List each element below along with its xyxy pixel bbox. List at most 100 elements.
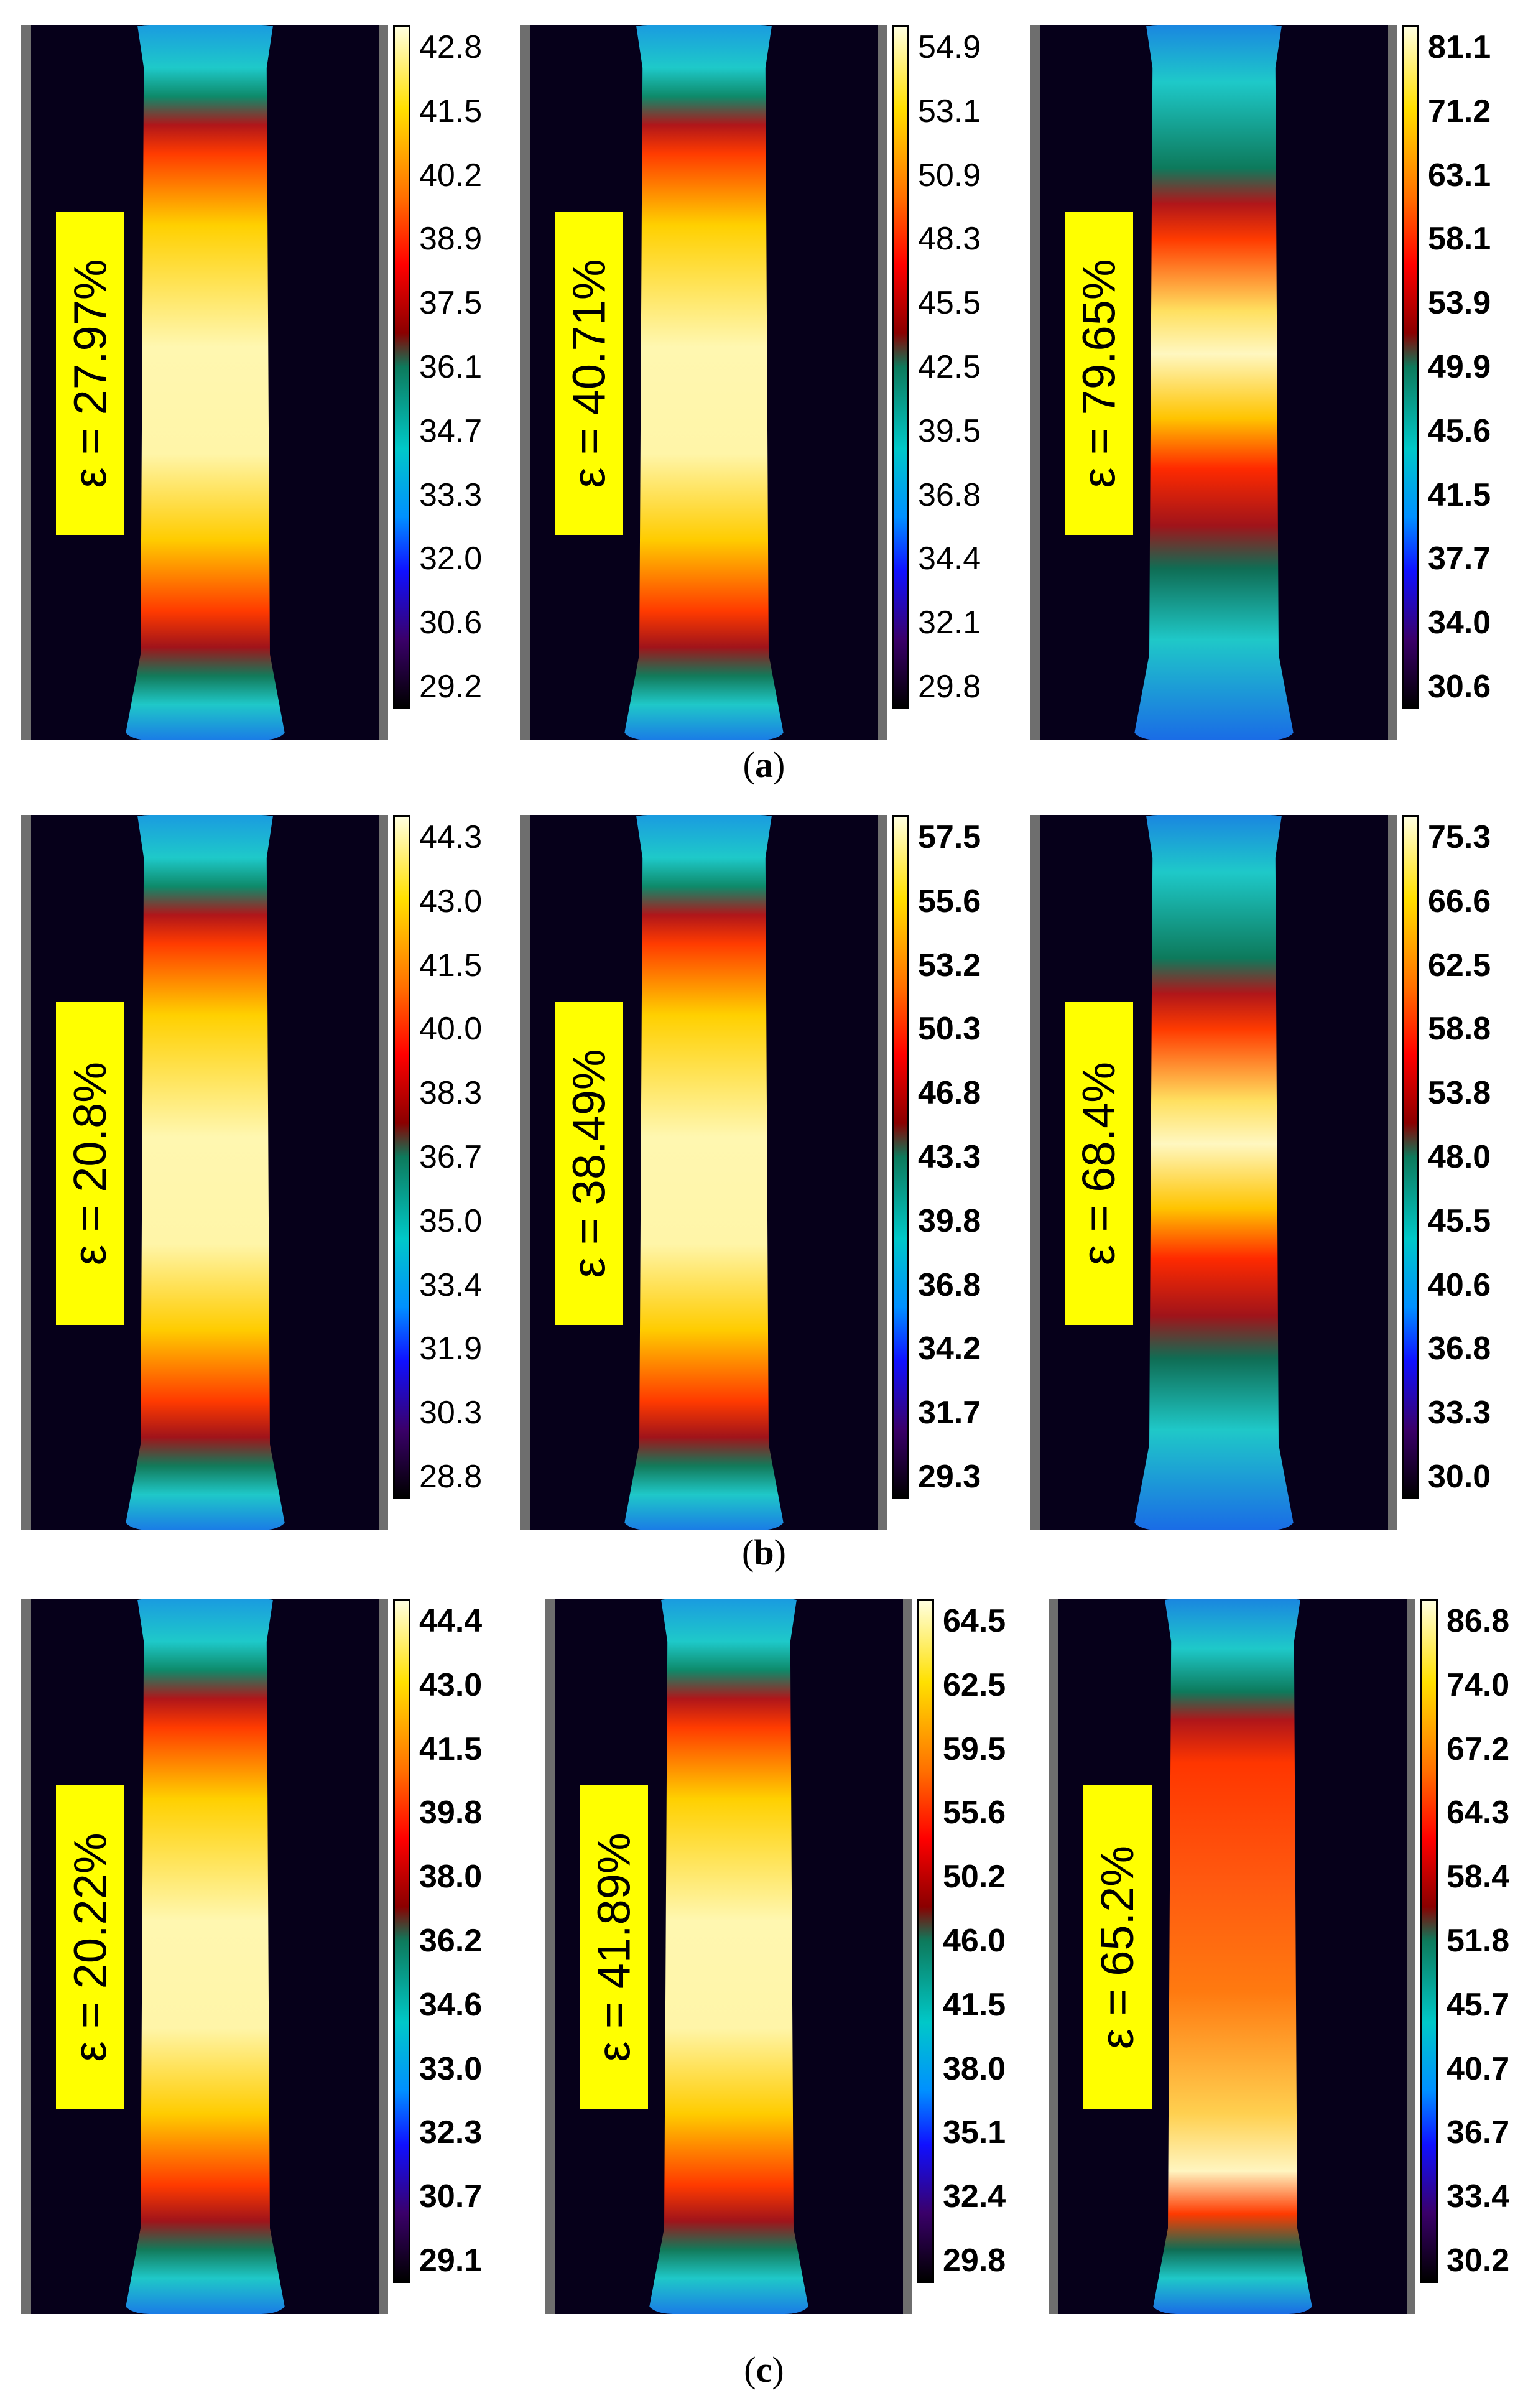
colorbar-tick-label: 46.8: [918, 1075, 981, 1112]
colorbar-tick-label: 38.0: [943, 2050, 1006, 2087]
panel-a3: ε = 79.65% 81.1 71.2 63.1 58.1 53.9 49.9 45.6 4…: [1030, 25, 1491, 740]
colorbar-tick-label: 44.4: [419, 1603, 483, 1639]
colorbar-tick-label: 29.3: [918, 1459, 981, 1495]
colorbar-tick-label: 71.2: [1428, 93, 1491, 129]
colorbar-tick-label: 34.6: [419, 1986, 483, 2023]
colorbar-tick-label: 50.2: [943, 1859, 1006, 1895]
colorbar-tick-label: 43.0: [419, 1667, 483, 1703]
row-b: ε = 20.8% 44.3 43.0 41.5 40.0 38.3 36.7 35.0 33…: [0, 815, 1528, 1561]
colorbar-tick-label: 30.0: [1428, 1459, 1491, 1495]
colorbar: [1402, 25, 1419, 709]
colorbar-ticks: 64.5 62.5 59.5 55.6 50.2 46.0 41.5 38.0 35.1 32.4…: [943, 1599, 1055, 2283]
colorbar-tick-label: 41.5: [419, 947, 483, 983]
colorbar-tick-label: 57.5: [918, 819, 981, 855]
panel-b1: ε = 20.8% 44.3 43.0 41.5 40.0 38.3 36.7 35.0 33…: [21, 815, 482, 1530]
colorbar-tick-label: 29.2: [419, 669, 483, 705]
specimen-heatmap: [124, 815, 286, 1530]
colorbar-ticks: 75.3 66.6 62.5 58.8 53.8 48.0 45.5 40.6 36.8 33.3…: [1428, 815, 1528, 1499]
colorbar-tick-label: 41.5: [1428, 476, 1491, 513]
thermal-image: ε = 40.71%: [520, 25, 887, 740]
colorbar-tick-label: 59.5: [943, 1731, 1006, 1767]
panel-a2: ε = 40.71% 54.9 53.1 50.9 48.3 45.5 42.5 39.5 3…: [520, 25, 981, 740]
colorbar-tick-label: 36.7: [1447, 2114, 1510, 2151]
colorbar-ticks: 81.1 71.2 63.1 58.1 53.9 49.9 45.6 41.5 37.7 34.0…: [1428, 25, 1528, 709]
strain-label: ε = 68.4%: [1065, 1002, 1133, 1325]
strain-label: ε = 40.71%: [555, 212, 623, 535]
colorbar-tick-label: 33.3: [419, 476, 483, 513]
colorbar-tick-label: 30.3: [419, 1395, 483, 1431]
specimen-heatmap: [1133, 25, 1295, 740]
colorbar-tick-label: 29.1: [419, 2243, 483, 2279]
strain-label: ε = 20.8%: [56, 1002, 124, 1325]
colorbar-tick-label: 53.2: [918, 947, 981, 983]
colorbar-tick-label: 34.0: [1428, 605, 1491, 641]
colorbar-tick-label: 30.2: [1447, 2243, 1510, 2279]
strain-label: ε = 20.22%: [56, 1785, 124, 2109]
colorbar-tick-label: 36.1: [419, 349, 483, 385]
colorbar-tick-label: 48.3: [918, 221, 981, 258]
colorbar-tick-label: 31.7: [918, 1395, 981, 1431]
panel-b2: ε = 38.49% 57.5 55.6 53.2 50.3 46.8 43.3 39.8 3…: [520, 815, 981, 1530]
colorbar-tick-label: 28.8: [419, 1459, 483, 1495]
colorbar-tick-label: 43.3: [918, 1139, 981, 1175]
colorbar-tick-label: 58.4: [1447, 1859, 1510, 1895]
specimen-heatmap: [623, 815, 785, 1530]
colorbar-tick-label: 64.3: [1447, 1795, 1510, 1831]
thermal-image: ε = 68.4%: [1030, 815, 1397, 1530]
thermal-image: ε = 38.49%: [520, 815, 887, 1530]
colorbar-tick-label: 36.8: [918, 476, 981, 513]
colorbar-tick-label: 55.6: [918, 883, 981, 919]
colorbar: [1420, 1599, 1438, 2283]
colorbar-tick-label: 32.4: [943, 2178, 1006, 2215]
colorbar-tick-label: 40.0: [419, 1011, 483, 1048]
colorbar-tick-label: 34.4: [918, 541, 981, 577]
caption-a: (a): [743, 745, 785, 785]
colorbar-tick-label: 34.7: [419, 412, 483, 449]
colorbar-tick-label: 45.5: [1428, 1202, 1491, 1239]
colorbar-ticks: 86.8 74.0 67.2 64.3 58.4 51.8 45.7 40.7 36.7 33.4…: [1447, 1599, 1528, 2283]
colorbar-ticks: 44.3 43.0 41.5 40.0 38.3 36.7 35.0 33.4 31.9 30.3…: [419, 815, 531, 1499]
colorbar-tick-label: 64.5: [943, 1603, 1006, 1639]
colorbar-tick-label: 45.5: [918, 285, 981, 322]
colorbar: [393, 25, 410, 709]
colorbar: [892, 815, 909, 1499]
colorbar-tick-label: 38.9: [419, 221, 483, 258]
colorbar-tick-label: 29.8: [943, 2243, 1006, 2279]
colorbar-tick-label: 63.1: [1428, 157, 1491, 193]
colorbar-tick-label: 36.2: [419, 1923, 483, 1959]
panel-a1: ε = 27.97% 42.8 41.5 40.2 38.9 37.5 36.1 34.7 3…: [21, 25, 482, 740]
thermal-image: ε = 20.22%: [21, 1599, 388, 2314]
colorbar-tick-label: 39.8: [918, 1202, 981, 1239]
colorbar-tick-label: 38.0: [419, 1859, 483, 1895]
colorbar-tick-label: 31.9: [419, 1331, 483, 1367]
colorbar: [892, 25, 909, 709]
specimen-heatmap: [124, 1599, 286, 2314]
colorbar-tick-label: 67.2: [1447, 1731, 1510, 1767]
colorbar-tick-label: 55.6: [943, 1795, 1006, 1831]
colorbar-tick-label: 41.5: [943, 1986, 1006, 2023]
colorbar-tick-label: 62.5: [1428, 947, 1491, 983]
colorbar-tick-label: 32.0: [419, 541, 483, 577]
colorbar-tick-label: 75.3: [1428, 819, 1491, 855]
strain-label: ε = 41.89%: [580, 1785, 648, 2109]
specimen-heatmap: [1152, 1599, 1313, 2314]
colorbar-tick-label: 30.7: [419, 2178, 483, 2215]
panel-c1: ε = 20.22% 44.4 43.0 41.5 39.8 38.0 36.2 34.6 3…: [21, 1599, 482, 2314]
colorbar-tick-label: 53.8: [1428, 1075, 1491, 1112]
colorbar-tick-label: 30.6: [419, 605, 483, 641]
colorbar-tick-label: 46.0: [943, 1923, 1006, 1959]
colorbar-tick-label: 40.2: [419, 157, 483, 193]
colorbar-tick-label: 86.8: [1447, 1603, 1510, 1639]
thermal-image: ε = 41.89%: [545, 1599, 912, 2314]
colorbar-tick-label: 37.5: [419, 285, 483, 322]
specimen-heatmap: [1133, 815, 1295, 1530]
colorbar-ticks: 44.4 43.0 41.5 39.8 38.0 36.2 34.6 33.0 32.3 30.7…: [419, 1599, 531, 2283]
colorbar-tick-label: 41.5: [419, 1731, 483, 1767]
colorbar-tick-label: 41.5: [419, 93, 483, 129]
colorbar-tick-label: 51.8: [1447, 1923, 1510, 1959]
colorbar-tick-label: 40.7: [1447, 2050, 1510, 2087]
colorbar-tick-label: 40.6: [1428, 1267, 1491, 1303]
colorbar-tick-label: 48.0: [1428, 1139, 1491, 1175]
colorbar: [917, 1599, 934, 2283]
